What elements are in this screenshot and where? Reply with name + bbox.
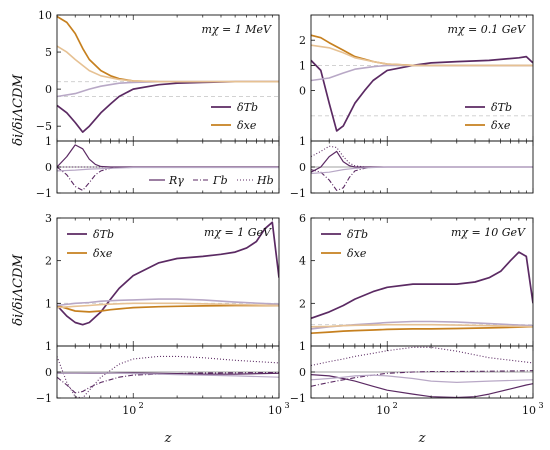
legend-label: δTb [347, 228, 368, 241]
series-line-dotted [57, 355, 279, 398]
y-tick-label: 2 [299, 34, 306, 47]
y-axis-label-bottom: δi/δiΛCDM [11, 254, 26, 326]
y-tick-label: 4 [299, 255, 306, 268]
series-line-dotted [311, 346, 533, 367]
series-group [311, 251, 533, 335]
series-line-δxe [311, 325, 533, 335]
y-tick-label: 0 [299, 85, 306, 98]
series-group [57, 144, 279, 191]
x-tick-label: 10 [122, 404, 136, 417]
series-group [311, 34, 533, 132]
series-line-dashdot [311, 166, 533, 191]
y-tick-label: 1 [45, 297, 52, 310]
series-line-light [57, 166, 279, 172]
x-tick-label-exponent: 3 [284, 401, 289, 410]
series-line-light [57, 372, 279, 378]
series-line-Γb [57, 166, 279, 191]
series-line-orange_light [311, 44, 533, 67]
y-tick-label: −5 [36, 120, 52, 133]
legend-label: Hb [256, 174, 274, 187]
series-line-δTb [57, 221, 279, 326]
mass-annotation: mχ = 10 GeV [451, 226, 526, 239]
y-tick-label: 0 [299, 366, 306, 379]
x-tick-label: 10 [376, 404, 390, 417]
x-tick-label: 10 [522, 404, 536, 417]
series-line-orange_light [311, 323, 533, 328]
x-axis-label-left: z [164, 431, 172, 446]
y-tick-label: −1 [290, 392, 306, 405]
y-tick-label: 1 [45, 135, 52, 148]
y-tick-label: 0 [299, 161, 306, 174]
series-line-purple_light [57, 298, 279, 307]
y-tick-label: −1 [36, 187, 52, 200]
legend-label: Γb [212, 174, 228, 187]
y-tick-label: 10 [38, 9, 52, 22]
series-line-δTb [311, 55, 533, 132]
mass-annotation: mχ = 1 GeV [204, 226, 272, 239]
panel-top-left-residual: −1 0 1 Rγ Γb Hb [36, 135, 280, 200]
mass-annotation: mχ = 1 MeV [201, 23, 272, 36]
series-line-Rγ [57, 144, 279, 168]
legend-label: Rγ [168, 174, 184, 187]
y-tick-label: 2 [299, 297, 306, 310]
series-line-δTb [311, 251, 533, 320]
y-tick-label: 2 [45, 255, 52, 268]
series-group [57, 15, 279, 133]
series-line-dashdot [57, 371, 279, 394]
series-line-δxe [57, 304, 279, 313]
series-group [311, 145, 533, 191]
legend-label: δxe [491, 119, 511, 132]
legend-label: δxe [237, 119, 257, 132]
y-tick-label: −1 [36, 392, 52, 405]
series-group [57, 355, 279, 398]
y-tick-label: 1 [299, 135, 306, 148]
panel-top-right-residual: −1 0 1 [290, 135, 534, 200]
x-tick-label: 10 [268, 404, 282, 417]
series-line-purple_light [311, 64, 533, 82]
y-tick-label: −1 [290, 187, 306, 200]
series-line-dotted [311, 145, 533, 168]
y-tick-label: 1 [299, 59, 306, 72]
mass-annotation: mχ = 0.1 GeV [447, 23, 526, 36]
x-axis-label-right: z [418, 431, 426, 446]
y-tick-label: 1 [45, 340, 52, 353]
legend-label: δxe [347, 247, 367, 260]
panel-bottom-right: 2 4 6 mχ = 10 GeV δTb δxe [299, 212, 534, 347]
series-line-light [311, 166, 533, 175]
legend-label: δxe [93, 247, 113, 260]
series-group [311, 346, 533, 398]
x-tick-label-exponent: 2 [393, 401, 398, 410]
y-tick-label: 0 [45, 83, 52, 96]
y-tick-label: 1 [299, 340, 306, 353]
panel-bottom-left: 1 2 3 mχ = 1 GeV δTb δxe [45, 212, 280, 347]
series-line-δxe [311, 34, 533, 67]
legend-label: δTb [93, 228, 114, 241]
y-tick-label: 3 [45, 212, 52, 225]
y-tick-label: 0 [45, 161, 52, 174]
series-line-dashdot [311, 370, 533, 387]
legend-label: δTb [237, 101, 258, 114]
series-line-solid [311, 374, 533, 398]
panel-top-left: −5 0 5 10 mχ = 1 MeV δTb δxe [36, 9, 280, 142]
panel-top-right: 0 1 2 mχ = 0.1 GeV δTb δxe [299, 14, 534, 142]
series-line-orange_light [57, 45, 279, 83]
y-tick-label: 5 [45, 46, 52, 59]
y-tick-label: 0 [45, 366, 52, 379]
series-line-light [311, 374, 533, 383]
series-line-orange_light [57, 302, 279, 309]
y-tick-label: 6 [299, 212, 306, 225]
series-group [57, 221, 279, 326]
x-tick-label-exponent: 2 [139, 401, 144, 410]
x-tick-label-exponent: 3 [538, 401, 543, 410]
y-axis-label-top: δi/δiΛCDM [11, 74, 26, 146]
legend-label: δTb [491, 101, 512, 114]
